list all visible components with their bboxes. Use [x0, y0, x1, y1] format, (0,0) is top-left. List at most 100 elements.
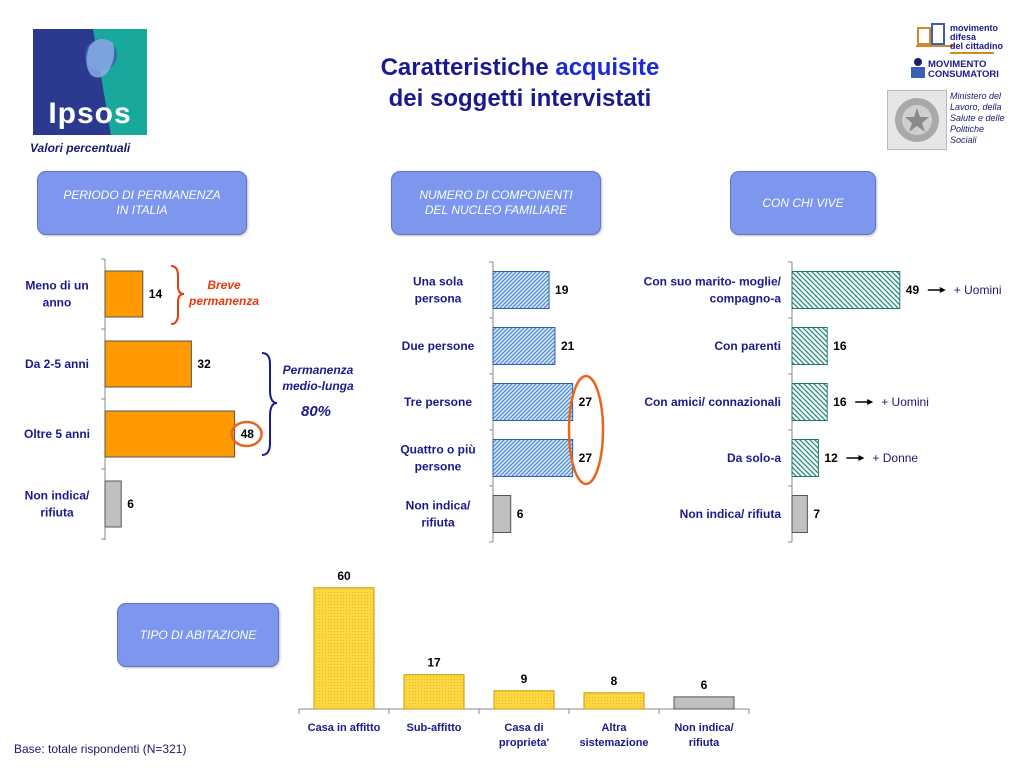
ipsos-logo-graphic [85, 29, 147, 135]
bar-value-label: 32 [197, 357, 211, 371]
bar-value-label: 49 [906, 283, 920, 297]
bar-value-label: 12 [824, 451, 838, 465]
side-note-text: + Donne [872, 451, 918, 465]
mdc-logo-icon [916, 22, 954, 48]
panel-con-chi-vive-line-1: CON CHI VIVE [762, 195, 844, 210]
ministry-line-5: Sociali [950, 135, 977, 145]
bar [492, 439, 574, 477]
bar [791, 383, 828, 421]
brace-breve [170, 265, 185, 325]
category-label: compagno-a [710, 292, 782, 306]
base-note: Base: totale rispondenti (N=321) [14, 742, 187, 756]
annotation-medio-line-1: Permanenza [283, 363, 354, 377]
annotation-medio-percent: 80% [301, 403, 331, 420]
panel-permanenza-line-1: PERIODO DI PERMANENZA [63, 188, 221, 202]
mdc-line-3: del cittadino [950, 41, 1004, 51]
category-label: Non indica/ [674, 722, 733, 734]
bar [791, 271, 901, 309]
category-label: persone [415, 460, 462, 474]
mdc-line-1: movimento [950, 23, 999, 33]
category-label: Due persone [402, 339, 475, 353]
arrow-head-icon [867, 399, 874, 405]
mdc-text: movimento difesa del cittadino [950, 24, 1003, 51]
category-label: Casa di [504, 722, 543, 734]
bar-value-label: 14 [149, 287, 163, 301]
bar-value-label: 48 [241, 427, 255, 441]
ministry-line-1: Ministero del [950, 91, 1002, 101]
bar [583, 692, 645, 710]
chart-permanenza: 14 Meno di un anno 32 Da 2-5 anni 48 Oltre 5 a… [24, 258, 354, 540]
page-title: Caratteristiche acquisite dei soggetti i… [330, 52, 710, 114]
ministry-line-3: Salute e delle [950, 113, 1005, 123]
bar [791, 327, 828, 365]
bar-value-label: 8 [611, 674, 618, 688]
highlight-ring [567, 374, 605, 486]
category-label: Non indica/ [406, 499, 471, 513]
annotation-breve-line-2: permanenza [188, 294, 259, 308]
category-label: persona [415, 292, 462, 306]
mc-line-1: MOVIMENTO [928, 59, 987, 70]
category-label: Una sola [413, 275, 463, 289]
panel-header-abitazione: TIPO DI ABITAZIONE [117, 603, 279, 667]
ministry-line-2: Lavoro, della [950, 102, 1002, 112]
title-accent: acquisite [555, 54, 660, 81]
logo-text: Ipsos [48, 97, 132, 130]
category-label: Casa in affitto [308, 722, 381, 734]
title-line2: dei soggetti intervistati [388, 85, 652, 112]
bar [492, 495, 512, 533]
ipsos-logo: Ipsos [33, 29, 147, 135]
category-label: rifiuta [421, 516, 455, 530]
bar-value-label: 16 [833, 339, 847, 353]
category-label: Oltre 5 anni [24, 427, 90, 441]
arrow-head-icon [939, 287, 946, 293]
bar [104, 270, 144, 318]
bar-value-label: 19 [555, 283, 569, 297]
bar [493, 690, 555, 710]
bar-value-label: 9 [521, 672, 528, 686]
bar [492, 271, 550, 309]
category-label: Sub-affitto [407, 722, 462, 734]
bar-value-label: 6 [701, 678, 708, 692]
annotation-breve-line-1: Breve [207, 278, 241, 292]
bar [104, 480, 122, 528]
category-label: sistemazione [579, 737, 648, 749]
bar [492, 327, 556, 365]
panel-abitazione-line-1: TIPO DI ABITAZIONE [139, 627, 257, 642]
title-plain: Caratteristiche [380, 54, 549, 81]
category-label: Da solo-a [727, 451, 781, 465]
bar-value-label: 60 [337, 569, 351, 583]
panel-nucleo-line-2: DEL NUCLEO FAMILIARE [424, 203, 568, 217]
arrow-head-icon [858, 455, 865, 461]
mc-logo-icon [908, 56, 928, 80]
bar-value-label: 27 [579, 395, 593, 409]
annotation-medio-line-2: medio-lunga [282, 379, 354, 393]
category-label: Con amici/ connazionali [644, 395, 781, 409]
category-label: rifiuta [40, 506, 74, 520]
bar-value-label: 7 [813, 507, 820, 521]
category-label: Tre persone [404, 395, 472, 409]
bar-value-label: 17 [427, 656, 441, 670]
category-label: Non indica/ rifiuta [680, 507, 782, 521]
category-label: anno [43, 296, 72, 310]
panel-header-nucleo: NUMERO DI COMPONENTI DEL NUCLEO FAMILIAR… [391, 171, 601, 235]
bar [403, 674, 465, 710]
category-label: Da 2-5 anni [25, 357, 89, 371]
category-label: Con suo marito- moglie/ [644, 275, 782, 289]
chart-abitazione: 60 Casa in affitto 17 Sub-affitto 9 Casa di pr… [298, 569, 750, 749]
side-note-text: + Uomini [954, 283, 1002, 297]
category-label: Quattro o più [400, 443, 475, 457]
bar-value-label: 27 [579, 451, 593, 465]
ministry-emblem-icon [887, 90, 947, 150]
brace-medio-lunga [261, 352, 278, 456]
panel-nucleo-line-1: NUMERO DI COMPONENTI [419, 188, 573, 202]
mdc-line-2: difesa [950, 32, 977, 42]
values-note: Valori percentuali [30, 141, 131, 155]
category-label: proprieta' [499, 737, 550, 749]
panel-header-permanenza: PERIODO DI PERMANENZA IN ITALIA [37, 171, 247, 235]
bar-value-label: 21 [561, 339, 575, 353]
mc-line-2: CONSUMATORI [928, 69, 999, 80]
bar-value-label: 6 [127, 497, 134, 511]
bar [791, 495, 808, 533]
panel-header-con-chi-vive: CON CHI VIVE [730, 171, 876, 235]
